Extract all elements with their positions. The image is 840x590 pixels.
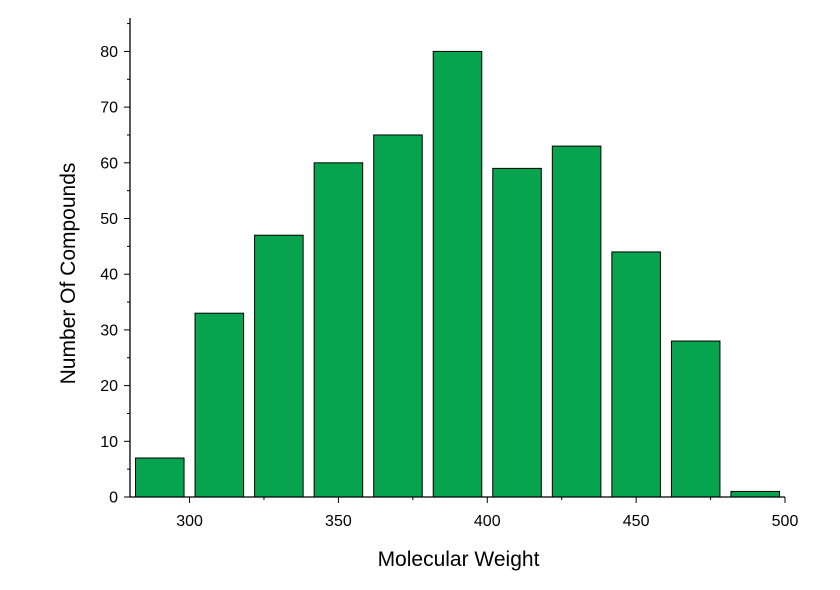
x-tick-label-300: 300 — [176, 513, 203, 530]
bar-490 — [730, 490, 780, 498]
y-tick-label-20: 20 — [100, 378, 118, 395]
bar-370 — [373, 134, 423, 498]
bar-390 — [432, 50, 483, 498]
y-tick-label-60: 60 — [100, 155, 118, 172]
bar-470 — [670, 340, 721, 498]
axes-group — [129, 18, 785, 498]
y-axis-title: Number Of Compounds — [57, 163, 80, 385]
y-tick-label-0: 0 — [109, 490, 118, 507]
y-tick-label-40: 40 — [100, 267, 118, 284]
bar-350 — [313, 162, 364, 498]
bar-310 — [194, 312, 245, 498]
x-tick-label-400: 400 — [474, 513, 501, 530]
y-tick-label-10: 10 — [100, 434, 118, 451]
y-tick-label-50: 50 — [100, 211, 118, 228]
x-axis-title: Molecular Weight — [378, 548, 540, 571]
x-tick-label-350: 350 — [325, 513, 352, 530]
x-ticks-group: 300 350 400 450 500 — [176, 497, 798, 530]
bar-450 — [611, 251, 661, 498]
bar-430 — [551, 145, 602, 498]
y-tick-label-30: 30 — [100, 322, 118, 339]
bar-290 — [135, 457, 185, 498]
bar-330 — [254, 234, 304, 498]
y-ticks-group: 0 10 20 30 40 50 60 70 80 — [100, 23, 130, 507]
x-tick-label-500: 500 — [772, 513, 799, 530]
y-tick-label-70: 70 — [100, 100, 118, 117]
bars-group — [135, 50, 780, 498]
bar-410 — [492, 167, 542, 498]
y-tick-label-80: 80 — [100, 44, 118, 61]
x-tick-label-450: 450 — [623, 513, 650, 530]
